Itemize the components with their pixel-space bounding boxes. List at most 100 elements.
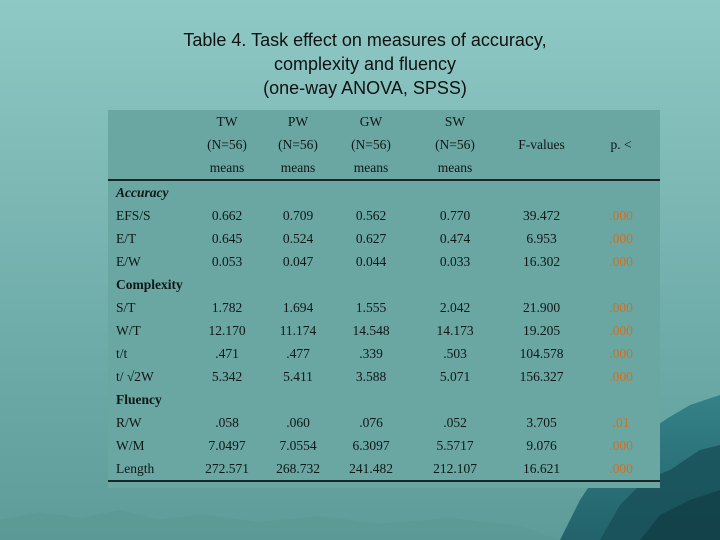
- row-label: t/ √2W: [116, 368, 154, 384]
- p-value-cell: .000: [609, 207, 633, 223]
- p-value-cell: .000: [582, 457, 660, 482]
- row-label: W/M: [116, 437, 145, 453]
- table-row: R/W .058 .060 .076 .052 3.705 .01: [108, 411, 660, 434]
- section-label: Complexity: [116, 276, 183, 292]
- cell: 5.342: [211, 368, 243, 384]
- cell: 0.044: [355, 253, 387, 269]
- col-header-p: p. <: [610, 136, 632, 152]
- col-header-sw: SW: [444, 113, 466, 129]
- row-label: W/T: [116, 322, 141, 338]
- f-value-cell: 39.472: [522, 207, 561, 223]
- cell: 11.174: [279, 322, 317, 338]
- f-value-cell: 16.302: [522, 253, 561, 269]
- title-line-1: Table 4. Task effect on measures of accu…: [183, 30, 547, 50]
- cell: 3.588: [355, 368, 387, 384]
- table-row: S/T 1.782 1.694 1.555 2.042 21.900 .000: [108, 296, 660, 319]
- cell: 268.732: [263, 457, 333, 482]
- row-label: E/W: [116, 253, 141, 269]
- p-value-cell: .000: [609, 230, 633, 246]
- cell: 2.042: [439, 299, 471, 315]
- cell: .058: [215, 414, 239, 430]
- cell: .060: [286, 414, 310, 430]
- cell: 0.662: [211, 207, 243, 223]
- f-value-cell: 3.705: [526, 414, 557, 430]
- cell: 5.5717: [436, 437, 474, 453]
- cell: 14.548: [352, 322, 390, 338]
- p-value-cell: .000: [609, 437, 633, 453]
- means-sw: means: [409, 156, 501, 181]
- col-header-tw: TW: [216, 113, 238, 129]
- section-row-accuracy: Accuracy: [108, 180, 660, 204]
- header-row-means: means means means means: [108, 156, 660, 181]
- cell: 0.474: [439, 230, 471, 246]
- f-value-cell: 156.327: [519, 368, 564, 384]
- table-row: E/W 0.053 0.047 0.044 0.033 16.302 .000: [108, 250, 660, 273]
- title-line-3: (one-way ANOVA, SPSS): [263, 78, 467, 98]
- col-header-gw: GW: [359, 113, 383, 129]
- section-label: Accuracy: [116, 184, 169, 200]
- cell: 241.482: [333, 457, 409, 482]
- slide-title: Table 4. Task effect on measures of accu…: [0, 28, 720, 100]
- cell: 0.709: [282, 207, 314, 223]
- n-sw: (N=56): [435, 136, 475, 152]
- p-value-cell: .01: [612, 414, 630, 430]
- p-value-cell: .000: [609, 322, 633, 338]
- cell: 1.782: [211, 299, 243, 315]
- cell: .052: [443, 414, 467, 430]
- f-value-cell: 6.953: [526, 230, 557, 246]
- cell: .477: [286, 345, 310, 361]
- f-value-cell: 16.621: [501, 457, 582, 482]
- table-row: t/ √2W 5.342 5.411 3.588 5.071 156.327 .…: [108, 365, 660, 388]
- p-value-cell: .000: [609, 345, 633, 361]
- cell: .503: [443, 345, 467, 361]
- table-row: Length 272.571 268.732 241.482 212.107 1…: [108, 457, 660, 482]
- header-row-n: (N=56) (N=56) (N=56) (N=56) F-values p. …: [108, 133, 660, 156]
- cell: 5.071: [439, 368, 471, 384]
- cell: 1.555: [355, 299, 387, 315]
- table-row: W/M 7.0497 7.0554 6.3097 5.5717 9.076 .0…: [108, 434, 660, 457]
- f-value-cell: 9.076: [526, 437, 557, 453]
- row-label: t/t: [116, 345, 128, 361]
- cell: 0.524: [282, 230, 314, 246]
- anova-table-container: TW PW GW SW (N=56) (N=56) (N=56) (N=56) …: [108, 110, 660, 488]
- cell: .339: [359, 345, 383, 361]
- means-pw: means: [263, 156, 333, 181]
- row-label: EFS/S: [116, 207, 151, 223]
- cell: 12.170: [208, 322, 246, 338]
- cell: .076: [359, 414, 383, 430]
- header-row-groups: TW PW GW SW: [108, 110, 660, 133]
- cell: 212.107: [409, 457, 501, 482]
- section-row-fluency: Fluency: [108, 388, 660, 411]
- cell: 0.033: [439, 253, 471, 269]
- row-label: R/W: [116, 414, 142, 430]
- cell: 272.571: [191, 457, 263, 482]
- means-gw: means: [333, 156, 409, 181]
- section-row-complexity: Complexity: [108, 273, 660, 296]
- row-label: E/T: [116, 230, 137, 246]
- section-label: Fluency: [116, 391, 162, 407]
- f-value-cell: 21.900: [522, 299, 561, 315]
- f-value-cell: 104.578: [519, 345, 564, 361]
- n-tw: (N=56): [207, 136, 247, 152]
- cell: 0.562: [355, 207, 387, 223]
- cell: 6.3097: [352, 437, 390, 453]
- n-pw: (N=56): [278, 136, 318, 152]
- n-gw: (N=56): [351, 136, 391, 152]
- means-tw: means: [191, 156, 263, 181]
- cell: 0.645: [211, 230, 243, 246]
- p-value-cell: .000: [609, 368, 633, 384]
- cell: 1.694: [282, 299, 314, 315]
- table-row: t/t .471 .477 .339 .503 104.578 .000: [108, 342, 660, 365]
- row-label: Length: [108, 457, 191, 482]
- cell: 0.627: [355, 230, 387, 246]
- cell: 0.053: [211, 253, 243, 269]
- table-row: E/T 0.645 0.524 0.627 0.474 6.953 .000: [108, 227, 660, 250]
- cell: 0.047: [282, 253, 314, 269]
- table-row: W/T 12.170 11.174 14.548 14.173 19.205 .…: [108, 319, 660, 342]
- cell: .471: [215, 345, 239, 361]
- cell: 14.173: [436, 322, 474, 338]
- f-value-cell: 19.205: [522, 322, 561, 338]
- col-header-pw: PW: [287, 113, 309, 129]
- col-header-f-values: F-values: [518, 136, 565, 152]
- p-value-cell: .000: [609, 253, 633, 269]
